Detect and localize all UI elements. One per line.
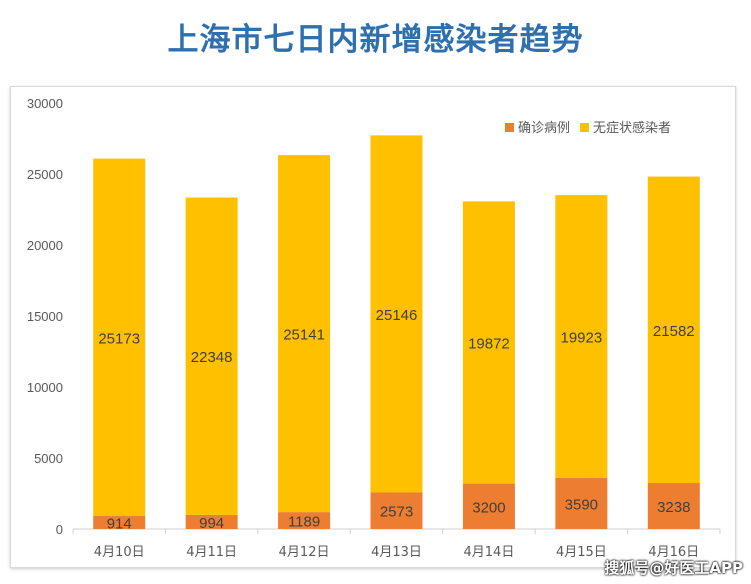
chart-frame: [10, 86, 736, 568]
x-tick-label: 4月14日: [464, 545, 515, 560]
data-label: 25173: [98, 330, 140, 347]
legend-swatch: [505, 123, 514, 132]
bar-segment: [93, 516, 146, 529]
data-label: 3200: [472, 499, 505, 516]
data-label: 25146: [376, 307, 418, 324]
x-tick-label: 4月13日: [371, 545, 422, 560]
y-tick-label: 15000: [27, 309, 63, 324]
bar-segment: [555, 478, 608, 529]
bar-segment: [647, 483, 700, 529]
x-tick-label: 4月16日: [648, 545, 699, 560]
bar-segment: [555, 195, 608, 479]
data-label: 914: [107, 516, 132, 533]
y-tick-label: 10000: [27, 380, 63, 395]
data-label: 19872: [468, 335, 510, 352]
x-tick-label: 4月12日: [279, 545, 330, 560]
x-tick-label: 4月15日: [556, 545, 607, 560]
bar-segment: [185, 514, 238, 529]
x-tick-label: 4月10日: [94, 545, 145, 560]
data-label: 3238: [657, 499, 690, 516]
y-tick-label: 30000: [27, 96, 63, 111]
legend-label: 确诊病例: [518, 121, 570, 136]
chart-title: 上海市七日内新增感染者趋势: [167, 22, 584, 58]
data-label: 21582: [653, 323, 695, 340]
bar-segment: [278, 512, 331, 529]
y-tick-label: 5000: [34, 451, 63, 466]
data-label: 22348: [191, 349, 233, 366]
y-tick-label: 25000: [27, 167, 63, 182]
legend-swatch: [580, 123, 589, 132]
bar-segment: [185, 197, 238, 515]
data-label: 1189: [288, 514, 320, 531]
bar-segment: [462, 483, 515, 529]
bar-segment: [370, 492, 423, 529]
data-label: 2573: [380, 504, 413, 521]
legend-label: 无症状感染者: [593, 120, 671, 136]
data-label: 994: [199, 515, 224, 532]
bar-segment: [278, 155, 331, 513]
data-label: 19923: [560, 330, 602, 347]
bar-segment: [370, 135, 423, 493]
y-tick-label: 20000: [27, 238, 63, 253]
data-label: 3590: [565, 497, 598, 514]
bar-segment: [93, 158, 146, 517]
watermark: 搜狐号@好医工APP: [604, 559, 743, 577]
x-tick-label: 4月11日: [186, 545, 237, 560]
bar-segment: [647, 176, 700, 484]
data-label: 25141: [283, 327, 325, 344]
bar-segment: [462, 201, 515, 484]
y-tick-label: 0: [56, 522, 63, 537]
